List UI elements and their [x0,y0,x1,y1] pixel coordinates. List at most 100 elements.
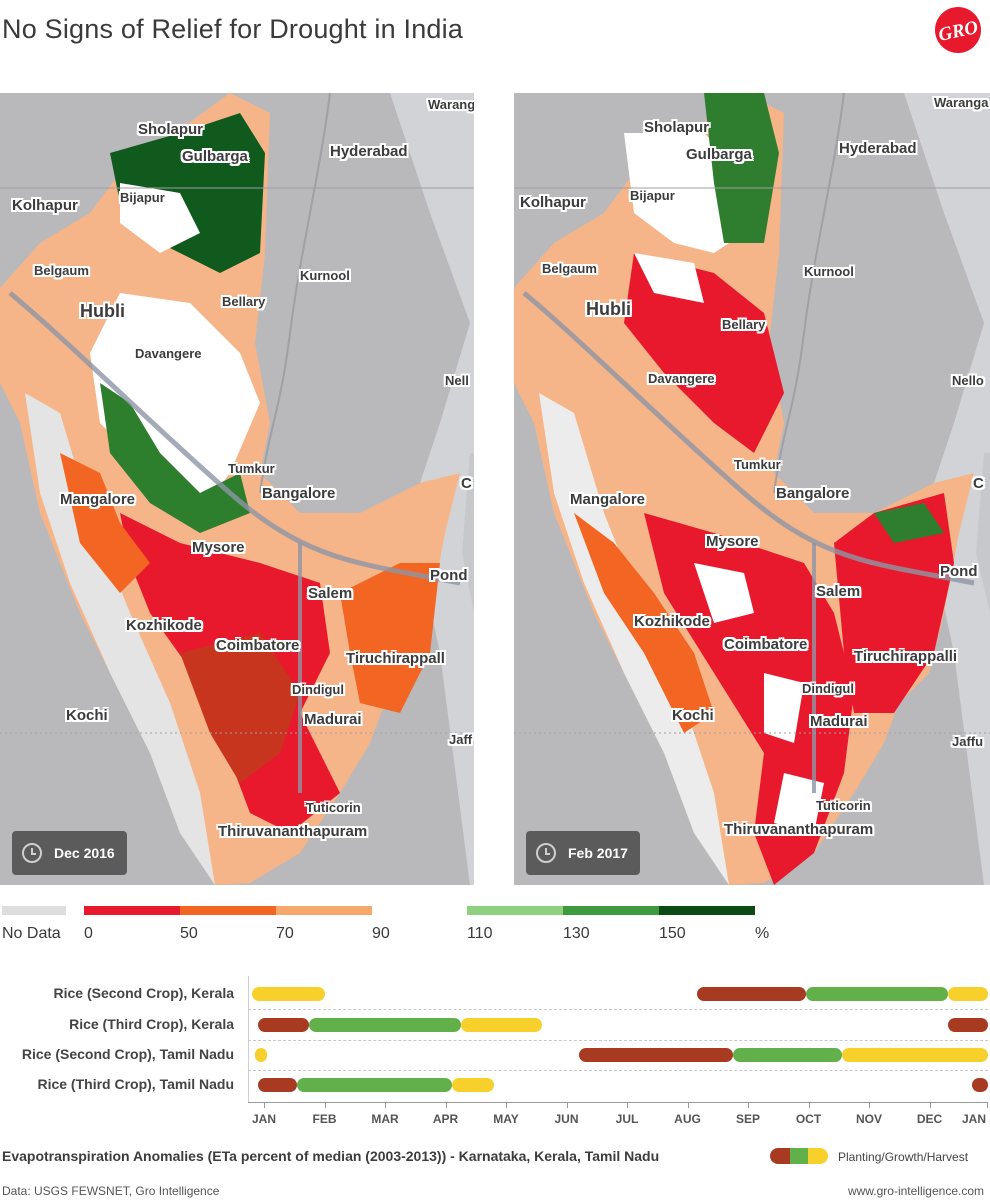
legend-swatch-130-150 [563,906,659,915]
calendar-gridline [248,1040,988,1041]
legend-swatch-no-data [2,906,66,915]
legend-label-no-data: No Data [2,925,61,942]
date-badge-left: Dec 2016 [12,831,127,875]
city-warangal: Waranga [934,95,989,110]
city-bangalore: Bangalore [776,485,850,502]
calendar-tick [869,1102,870,1108]
city-sholapur: Sholapur [138,121,204,138]
calendar-row-label: Rice (Third Crop), Tamil Nadu [37,1076,234,1092]
city-hubli: Hubli [80,301,125,321]
calendar-month-label: MAY [493,1112,519,1126]
city-sholapur: Sholapur [644,119,710,136]
legend-swatch-50-70 [180,906,276,915]
calendar-segment-planting [578,1048,733,1062]
calendar-month-label: JAN [961,1112,987,1126]
date-label: Dec 2016 [54,845,115,861]
calendar-left-axis [248,976,249,1102]
calendar-segment-growth [805,987,948,1001]
legend-swatch-110-130 [467,906,563,915]
city-tumkur: Tumkur [228,461,275,476]
calendar-month-label: SEP [735,1112,761,1126]
calendar-tick [987,1102,988,1108]
city-gulbarga: Gulbarga [182,148,248,165]
date-label: Feb 2017 [568,845,628,861]
calendar-row-label: Rice (Second Crop), Kerala [53,985,235,1001]
calendar-tick [506,1102,507,1108]
city-chennai: C [973,475,984,492]
map-dec-2016: Sholapur Gulbarga Hyderabad Warang Kolha… [0,93,474,885]
city-kurnool: Kurnool [804,264,854,279]
calendar-month-label: FEB [312,1112,337,1126]
calendar-gridline [248,1070,988,1071]
legend-label-percent: % [755,925,770,942]
data-source: Data: USGS FEWSNET, Gro Intelligence [2,1184,220,1198]
city-salem: Salem [308,585,353,602]
calendar-month-label: MAR [371,1112,399,1126]
calendar-segment-growth [297,1078,452,1092]
city-tumkur: Tumkur [734,457,781,472]
legend-label-70: 70 [276,925,294,942]
city-bangalore: Bangalore [262,485,336,502]
city-bellary: Bellary [222,294,266,309]
city-jaffna: Jaffu [952,734,984,749]
city-tuticorin: Tuticorin [306,800,361,815]
city-davangere: Davangere [648,371,715,386]
legend-label-110: 110 [467,925,493,942]
calendar-tick [324,1102,326,1108]
calendar-month-label: DEC [916,1112,943,1126]
city-kurnool: Kurnool [300,268,350,283]
city-nellore: Nell [445,373,469,388]
calendar-tick [566,1102,568,1108]
city-hyderabad: Hyderabad [839,140,917,157]
calendar-tick [748,1102,749,1108]
calendar-segment-harvest [252,987,325,1001]
city-thiruvananthapuram: Thiruvananthapuram [218,823,368,840]
city-nellore: Nello [952,373,984,388]
legend-label-150: 150 [659,925,686,942]
calendar-gridline [248,1009,988,1010]
legend-label-0: 0 [84,925,93,942]
calendar-month-label: NOV [855,1112,883,1126]
calendar-tick [385,1102,386,1108]
legend-swatch-150-plus [659,906,755,915]
key-growth-swatch [790,1148,810,1164]
map-caption: Evapotranspiration Anomalies (ETa percen… [2,1148,660,1164]
key-harvest-swatch [808,1148,828,1164]
calendar-month-label: JUN [554,1112,579,1126]
city-tiruchirappalli: Tiruchirappall [346,650,445,667]
city-mysore: Mysore [192,539,245,556]
calendar-segment-growth [309,1018,461,1032]
city-madurai: Madurai [304,711,362,728]
city-mangalore: Mangalore [60,491,136,508]
city-bijapur: Bijapur [630,188,675,203]
page-title: No Signs of Relief for Drought in India [2,14,464,44]
calendar-segment-planting [947,1018,988,1032]
city-belgaum: Belgaum [34,263,89,278]
legend-label-90: 90 [372,925,390,942]
calendar-row-label: Rice (Second Crop), Tamil Nadu [21,1046,234,1062]
city-kochi: Kochi [672,707,714,724]
map-canvas-right [514,93,990,885]
calendar-segment-growth [732,1048,842,1062]
city-coimbatore: Coimbatore [724,636,808,653]
city-gulbarga: Gulbarga [686,146,752,163]
city-dindigul: Dindigul [292,682,344,697]
calendar-segment-harvest [255,1048,268,1062]
stage-key-label: Planting/Growth/Harvest [838,1150,969,1164]
calendar-tick [627,1102,628,1108]
map-feb-2017: Sholapur Gulbarga Hyderabad Waranga Kolh… [514,93,990,885]
clock-icon [22,843,42,863]
city-kochi: Kochi [66,707,108,724]
city-madurai: Madurai [810,713,868,730]
date-badge-right: Feb 2017 [526,831,640,875]
city-jaffna: Jaff [449,732,473,747]
city-kolhapur: Kolhapur [520,194,586,211]
city-thiruvananthapuram: Thiruvananthapuram [724,821,874,838]
city-salem: Salem [816,583,861,600]
legend-swatch-0-50 [84,906,180,915]
city-bellary: Bellary [722,317,766,332]
calendar-tick [808,1102,810,1108]
city-belgaum: Belgaum [542,261,597,276]
gro-logo: GRO [934,6,982,54]
website-link[interactable]: www.gro-intelligence.com [847,1184,984,1198]
